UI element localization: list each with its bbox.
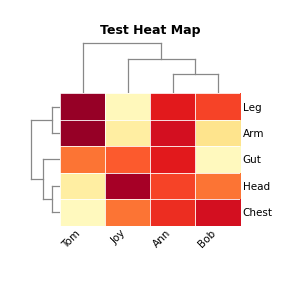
Title: Test Heat Map: Test Heat Map	[100, 24, 200, 37]
